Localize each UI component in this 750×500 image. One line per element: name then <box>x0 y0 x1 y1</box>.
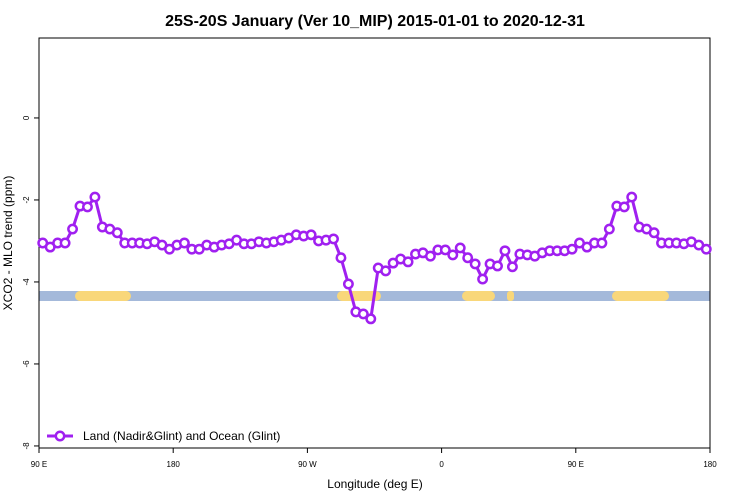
legend-marker <box>54 430 66 442</box>
y-tick-label: -4 <box>22 278 31 286</box>
x-tick-label: 90 W <box>298 460 317 469</box>
data-point <box>603 223 615 235</box>
data-point <box>424 250 436 262</box>
data-point <box>469 258 481 270</box>
data-point <box>618 201 630 213</box>
data-point <box>454 242 466 254</box>
y-axis-label: XCO2 - MLO trend (ppm) <box>1 176 15 311</box>
data-point <box>447 249 459 261</box>
data-point <box>506 261 518 273</box>
data-point <box>178 237 190 249</box>
data-point <box>335 252 347 264</box>
data-point <box>566 243 578 255</box>
data-point <box>439 244 451 256</box>
y-tick-label: -8 <box>22 442 31 450</box>
data-point <box>342 278 354 290</box>
data-point <box>596 237 608 249</box>
data-point <box>357 308 369 320</box>
x-axis-label: Longitude (deg E) <box>327 477 422 491</box>
data-point <box>402 256 414 268</box>
y-tick-label: -2 <box>22 196 31 204</box>
chart-title: 25S-20S January (Ver 10_MIP) 2015-01-01 … <box>165 13 585 30</box>
data-point <box>462 252 474 264</box>
data-point <box>365 313 377 325</box>
x-tick-label: 180 <box>703 460 717 469</box>
data-point <box>67 223 79 235</box>
x-tick-label: 180 <box>167 460 181 469</box>
data-point <box>492 260 503 272</box>
data-point <box>477 273 489 285</box>
data-point <box>626 191 638 203</box>
data-point <box>89 191 101 203</box>
data-point <box>328 233 339 245</box>
y-tick-label: 0 <box>22 115 31 120</box>
data-point <box>648 227 660 239</box>
data-point <box>700 243 712 255</box>
x-tick-label: 90 E <box>31 460 47 469</box>
x-tick-label: 90 E <box>568 460 584 469</box>
data-point <box>380 265 392 277</box>
legend-label: Land (Nadir&Glint) and Ocean (Glint) <box>83 429 280 443</box>
x-tick-label: 0 <box>439 460 444 469</box>
data-point <box>59 237 71 249</box>
y-tick-label: -6 <box>22 360 31 368</box>
data-point <box>499 245 511 257</box>
data-point <box>111 227 123 239</box>
data-point <box>305 229 317 241</box>
data-point <box>82 201 93 213</box>
